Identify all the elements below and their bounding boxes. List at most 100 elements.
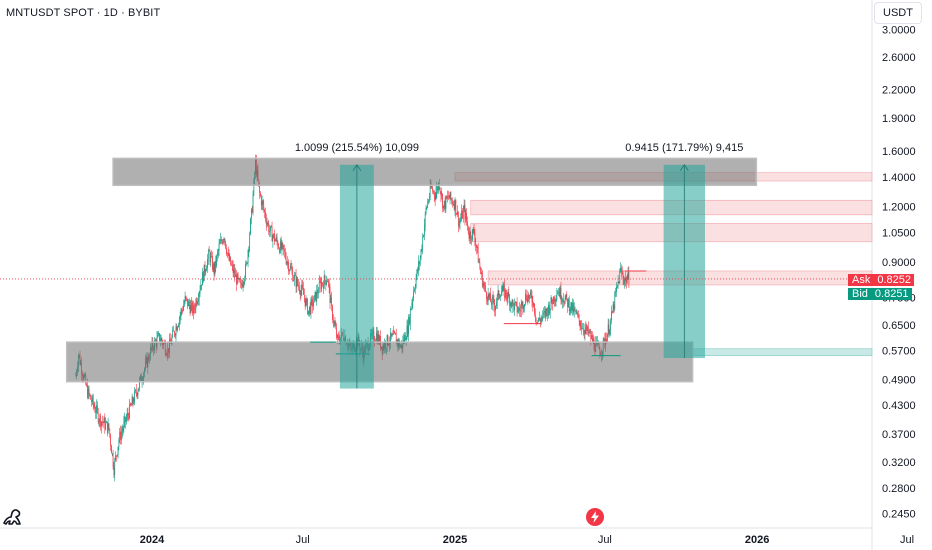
candle-down bbox=[479, 262, 481, 269]
candle-up bbox=[235, 274, 236, 277]
candle-up bbox=[411, 302, 413, 309]
y-tick-label: 1.6000 bbox=[882, 146, 916, 158]
candle-up bbox=[333, 321, 335, 323]
candle-down bbox=[337, 335, 339, 337]
candle-up bbox=[195, 300, 197, 310]
candle-up bbox=[518, 308, 520, 311]
candle-down bbox=[467, 221, 468, 226]
ask-value: 0.8252 bbox=[874, 273, 914, 286]
candle-up bbox=[517, 310, 519, 312]
candle-down bbox=[192, 302, 193, 314]
candle-down bbox=[378, 334, 380, 343]
candle-up bbox=[212, 264, 214, 270]
candle-down bbox=[106, 421, 108, 433]
candle-up bbox=[126, 413, 128, 419]
tradingview-dino-icon[interactable] bbox=[2, 505, 24, 527]
candle-down bbox=[621, 272, 623, 274]
candle-down bbox=[539, 319, 541, 323]
candle-up bbox=[197, 301, 198, 305]
candle-up bbox=[607, 324, 609, 335]
candle-down bbox=[111, 445, 112, 454]
candle-up bbox=[592, 338, 594, 342]
candle-up bbox=[427, 202, 429, 208]
candle-up bbox=[311, 299, 313, 300]
candle-up bbox=[416, 269, 418, 278]
candle-up bbox=[180, 309, 182, 316]
candle-down bbox=[224, 238, 226, 242]
candle-up bbox=[218, 244, 220, 251]
candle-up bbox=[190, 304, 192, 314]
candle-up bbox=[572, 302, 573, 311]
candle-down bbox=[483, 283, 485, 286]
candle-up bbox=[248, 247, 250, 251]
candle-up bbox=[139, 379, 140, 388]
candle-down bbox=[231, 264, 232, 266]
candle-down bbox=[536, 322, 538, 324]
candle-down bbox=[292, 270, 294, 281]
candle-down bbox=[323, 284, 324, 289]
candle-down bbox=[227, 253, 229, 254]
candle-up bbox=[619, 271, 621, 284]
candle-down bbox=[127, 413, 129, 416]
candle-down bbox=[132, 397, 134, 403]
candle-up bbox=[406, 325, 408, 340]
candle-up bbox=[157, 334, 159, 338]
candle-up bbox=[429, 185, 431, 197]
candle-up bbox=[103, 418, 105, 423]
candle-up bbox=[616, 285, 618, 287]
supply-demand-zone bbox=[65, 341, 694, 383]
candle-up bbox=[107, 423, 109, 433]
candle-up bbox=[549, 308, 551, 314]
measure-label: 0.9415 (171.79%) 9,415 bbox=[625, 142, 743, 154]
candle-down bbox=[464, 204, 466, 220]
candle-up bbox=[436, 186, 438, 193]
candle-down bbox=[520, 310, 521, 312]
candle-up bbox=[246, 262, 247, 265]
candle-up bbox=[545, 308, 547, 316]
candle-down bbox=[566, 293, 568, 299]
supply-demand-zone bbox=[112, 157, 758, 187]
candle-up bbox=[495, 305, 496, 311]
currency-unit-button[interactable]: USDT bbox=[874, 2, 922, 24]
candle-up bbox=[497, 290, 499, 295]
candle-down bbox=[473, 229, 475, 234]
candle-down bbox=[376, 332, 378, 343]
candle-up bbox=[565, 293, 567, 299]
candle-down bbox=[526, 298, 528, 302]
candle-up bbox=[449, 192, 451, 199]
candle-down bbox=[432, 188, 433, 192]
candle-down bbox=[515, 301, 517, 303]
candle-down bbox=[622, 273, 624, 279]
candle-up bbox=[584, 329, 586, 334]
candle-down bbox=[586, 325, 587, 332]
candle-up bbox=[122, 429, 124, 431]
candle-up bbox=[205, 270, 207, 273]
candle-down bbox=[462, 210, 463, 219]
candle-down bbox=[434, 195, 436, 200]
candle-up bbox=[587, 326, 588, 332]
candle-down bbox=[448, 196, 449, 198]
candle-up bbox=[202, 272, 203, 286]
candle-down bbox=[618, 281, 620, 284]
candle-down bbox=[120, 431, 121, 440]
candle-up bbox=[424, 212, 426, 225]
candle-up bbox=[105, 423, 106, 430]
candle-down bbox=[228, 253, 230, 261]
candle-up bbox=[160, 338, 162, 341]
candle-up bbox=[293, 279, 294, 281]
x-tick-label: 2024 bbox=[140, 534, 165, 546]
y-tick-label: 2.6000 bbox=[882, 52, 916, 64]
candle-up bbox=[296, 278, 298, 287]
candle-up bbox=[183, 305, 184, 311]
lightning-alert-icon[interactable] bbox=[586, 508, 604, 526]
candle-up bbox=[138, 387, 140, 392]
candle-down bbox=[251, 208, 253, 213]
candle-down bbox=[444, 200, 446, 209]
candle-up bbox=[489, 293, 491, 298]
candle-down bbox=[437, 186, 438, 191]
candle-down bbox=[274, 233, 275, 242]
candle-up bbox=[415, 277, 417, 288]
candle-down bbox=[504, 285, 506, 299]
candle-down bbox=[395, 332, 396, 335]
